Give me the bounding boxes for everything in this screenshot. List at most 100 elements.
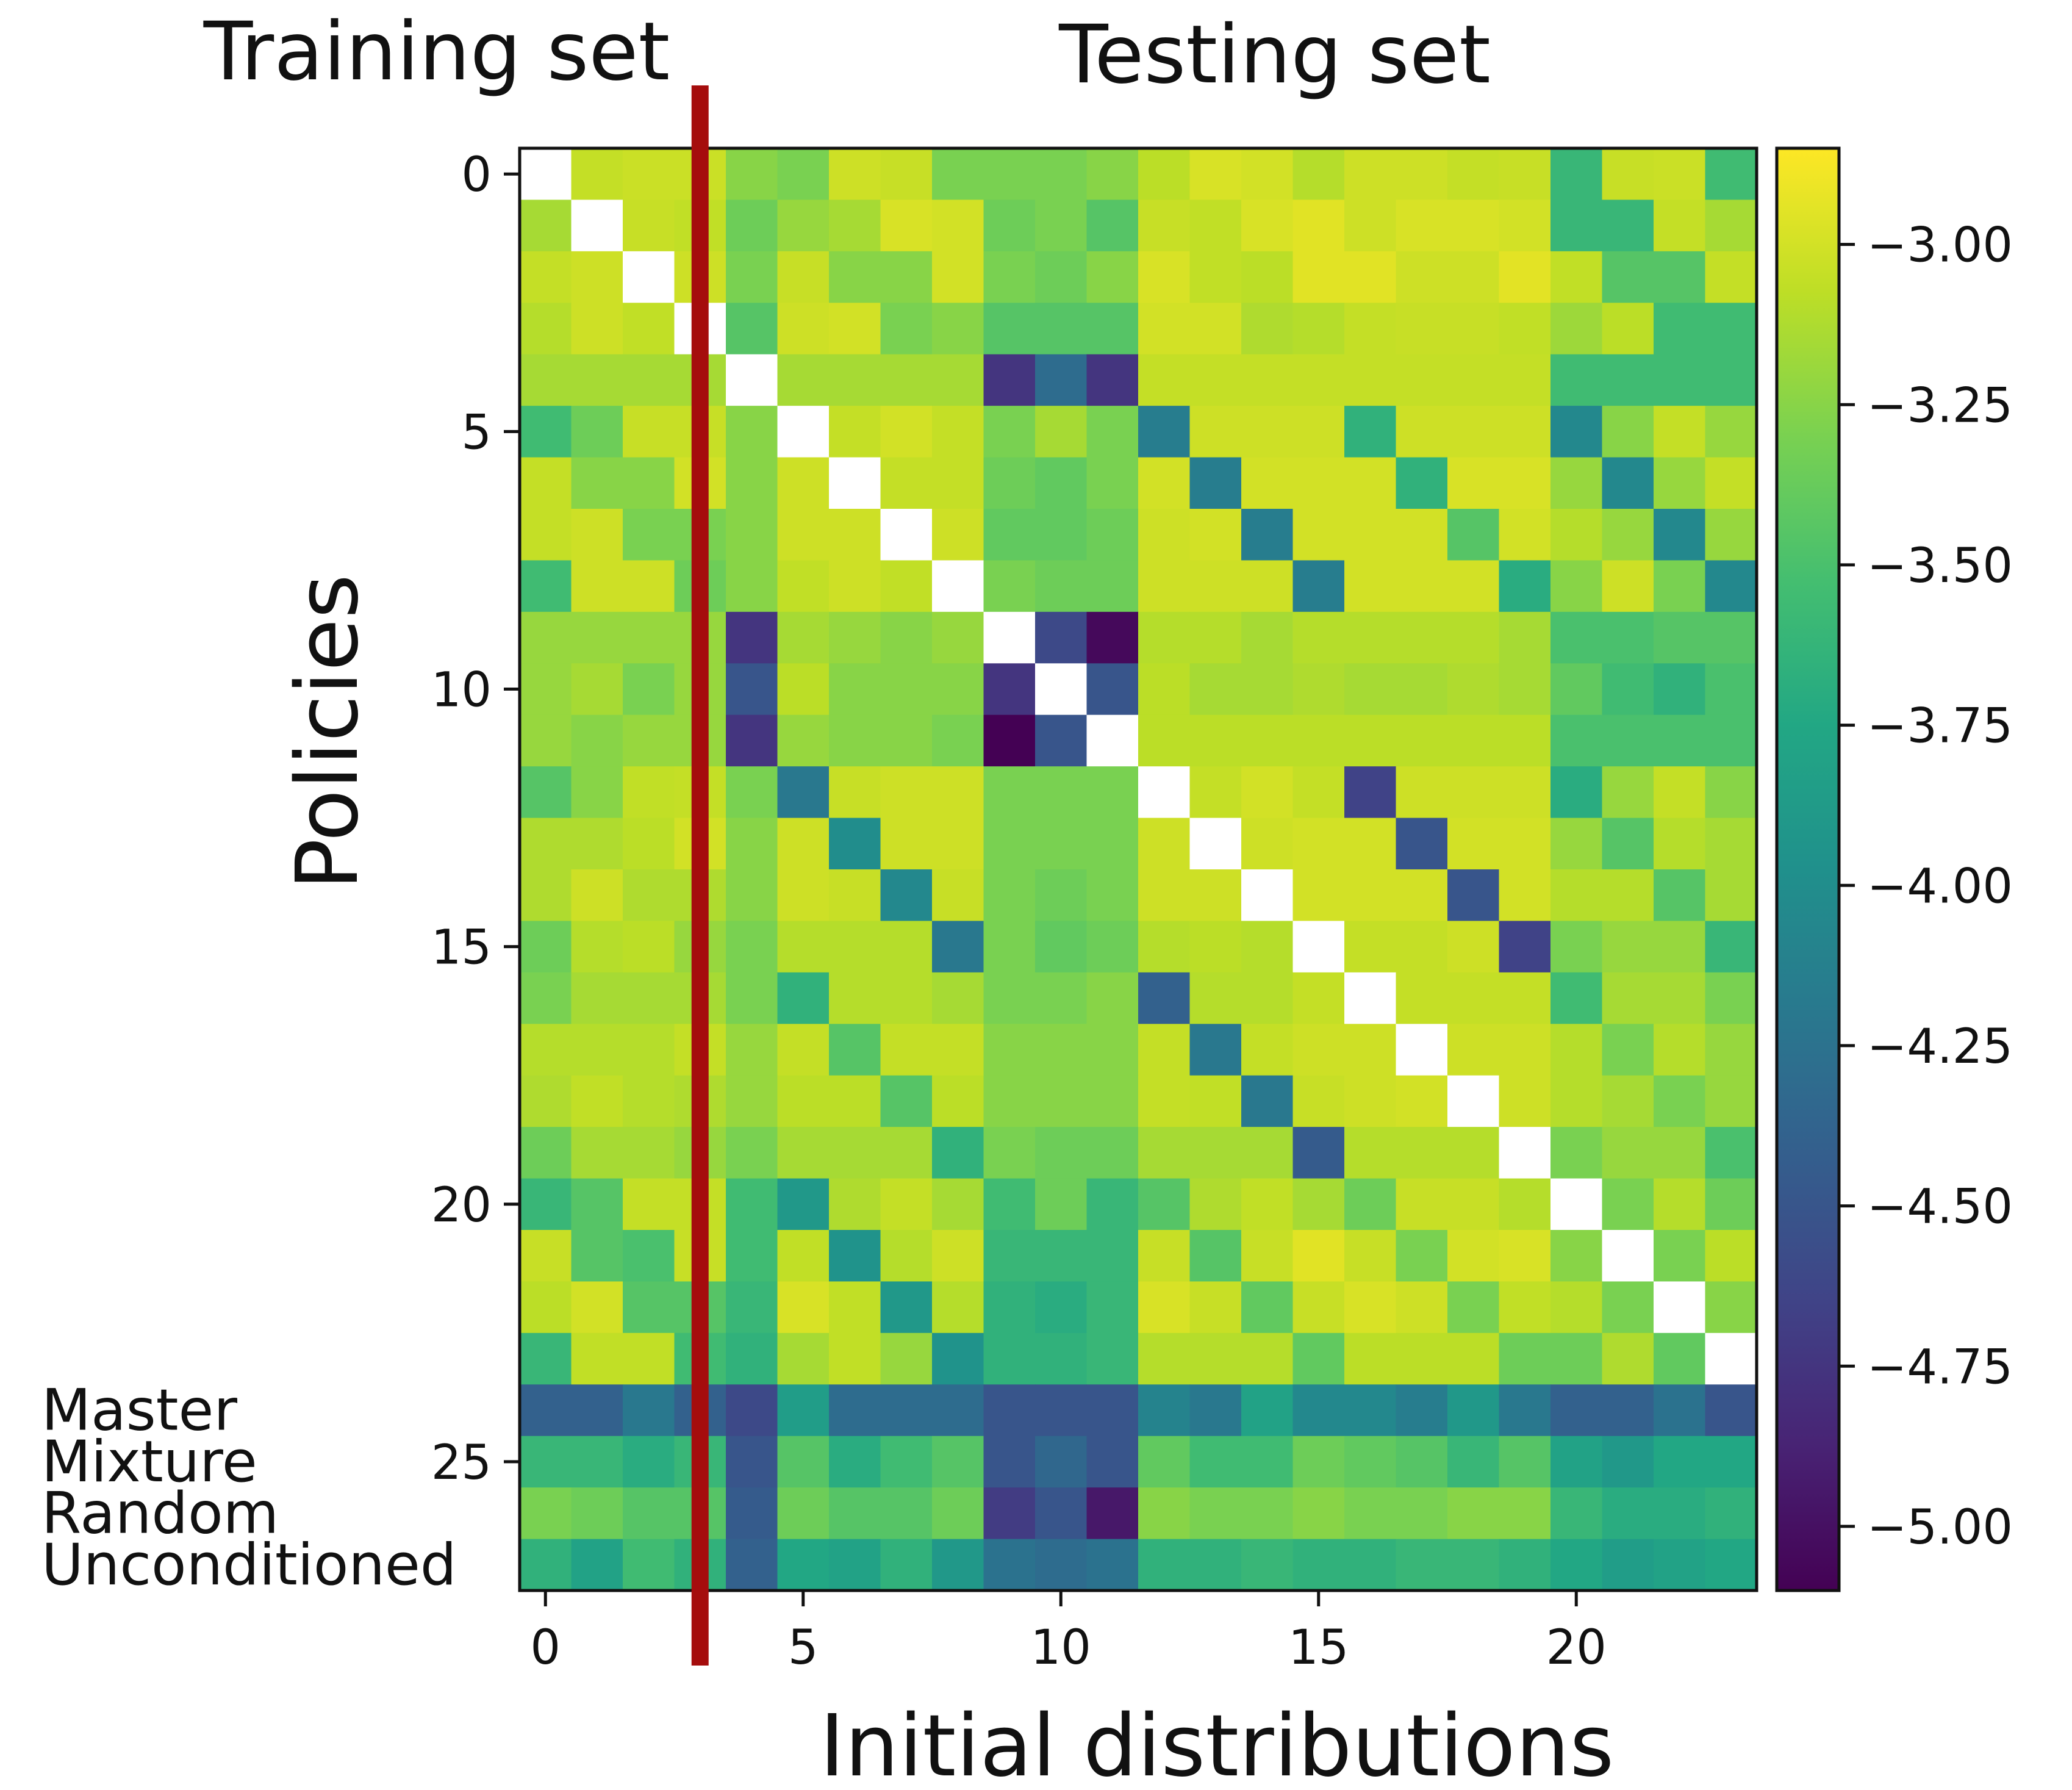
heatmap-cell [623, 714, 675, 767]
heatmap-cell [1602, 1178, 1654, 1231]
heatmap-cell [1654, 1230, 1706, 1282]
heatmap-cell [623, 406, 675, 458]
heatmap-cell [1138, 1127, 1191, 1179]
heatmap-cell [1705, 921, 1757, 973]
heatmap-cell [1035, 1024, 1088, 1076]
heatmap-cell [520, 663, 572, 716]
heatmap-cell [983, 406, 1036, 458]
heatmap-cell [829, 354, 881, 406]
heatmap-cell [1035, 611, 1088, 664]
y-axis-ticks: 0 5 10 15 20 25 [431, 148, 520, 1490]
heatmap-cell [1550, 1127, 1603, 1179]
heatmap-cell [1086, 663, 1139, 716]
heatmap-cell [1086, 1384, 1139, 1437]
heatmap-cell [1292, 406, 1345, 458]
heatmap-cell [1292, 921, 1345, 973]
heatmap-cell [1035, 1230, 1088, 1282]
heatmap-cell [777, 1127, 830, 1179]
heatmap-cell [520, 1075, 572, 1127]
heatmap-cell [880, 1539, 933, 1591]
heatmap-cell [1447, 509, 1500, 561]
heatmap-cell [1138, 560, 1191, 613]
heatmap-cell [983, 1230, 1036, 1282]
heatmap-cell [1550, 972, 1603, 1024]
heatmap-cell [1138, 869, 1191, 922]
heatmap-cell [1189, 921, 1242, 973]
colorbar-tick-label: −4.00 [1867, 859, 2013, 914]
heatmap-cell [623, 766, 675, 819]
heatmap-cell [1138, 1487, 1191, 1540]
heatmap-cell [1654, 921, 1706, 973]
heatmap-cell [1292, 1075, 1345, 1127]
heatmap-cell [1447, 714, 1500, 767]
heatmap-cell [880, 663, 933, 716]
heatmap-cell [829, 1178, 881, 1231]
heatmap-cell [520, 1436, 572, 1488]
heatmap-cell [1241, 766, 1294, 819]
heatmap-cell [1189, 1436, 1242, 1488]
heatmap-cell [1705, 303, 1757, 355]
heatmap-cell [880, 406, 933, 458]
heatmap-cell [983, 611, 1036, 664]
heatmap-cell [1035, 406, 1088, 458]
heatmap-cell [1189, 509, 1242, 561]
heatmap-cell [829, 921, 881, 973]
heatmap-cell [726, 869, 778, 922]
heatmap-cell [983, 818, 1036, 870]
heatmap-cell [777, 869, 830, 922]
heatmap-cell [1292, 1487, 1345, 1540]
heatmap-cell [1499, 869, 1551, 922]
heatmap-cell [1241, 1178, 1294, 1231]
heatmap-cell [726, 1436, 778, 1488]
heatmap-cell [777, 663, 830, 716]
heatmap-cell [829, 199, 881, 252]
heatmap-cell [932, 303, 984, 355]
heatmap-cell [1086, 1332, 1139, 1385]
heatmap-cell [1499, 457, 1551, 509]
heatmap-cell [1138, 303, 1191, 355]
heatmap-cell [880, 1230, 933, 1282]
heatmap-cell [777, 714, 830, 767]
heatmap-cell [983, 663, 1036, 716]
heatmap-cell [1189, 406, 1242, 458]
heatmap-cell [777, 199, 830, 252]
heatmap-cell [829, 1539, 881, 1591]
heatmap-cell [1602, 972, 1654, 1024]
heatmap-cell [1705, 1436, 1757, 1488]
heatmap-cell [1654, 1384, 1706, 1437]
heatmap-cell [520, 766, 572, 819]
heatmap-cell [1654, 869, 1706, 922]
heatmap-cell [1602, 199, 1654, 252]
heatmap-cell [1447, 1539, 1500, 1591]
heatmap-cell [880, 354, 933, 406]
heatmap-cell [1138, 1436, 1191, 1488]
heatmap-cell [1654, 199, 1706, 252]
heatmap-cell [1292, 303, 1345, 355]
heatmap-cell [880, 818, 933, 870]
heatmap-cell [932, 1024, 984, 1076]
heatmap-cell [1705, 1332, 1757, 1385]
heatmap-cell [829, 869, 881, 922]
heatmap-cell [571, 509, 623, 561]
heatmap-cell [623, 1178, 675, 1231]
heatmap-cell [1086, 199, 1139, 252]
heatmap-cell [1550, 148, 1603, 201]
heatmap-cell [726, 1178, 778, 1231]
heatmap-cell [1241, 972, 1294, 1024]
heatmap-cell [1550, 457, 1603, 509]
heatmap-cell [726, 199, 778, 252]
heatmap-cell [1705, 766, 1757, 819]
heatmap-cell [1344, 148, 1397, 201]
heatmap-cell [777, 1178, 830, 1231]
heatmap-cell [1705, 1539, 1757, 1591]
heatmap-cell [1035, 303, 1088, 355]
heatmap-cell [932, 251, 984, 303]
heatmap-cell [932, 921, 984, 973]
heatmap-cell [932, 714, 984, 767]
heatmap-cell [1396, 1332, 1448, 1385]
heatmap-cell [1292, 1024, 1345, 1076]
heatmap-cell [1705, 611, 1757, 664]
heatmap-cell [1602, 354, 1654, 406]
heatmap-cell [1654, 1332, 1706, 1385]
heatmap-cell [1035, 663, 1088, 716]
